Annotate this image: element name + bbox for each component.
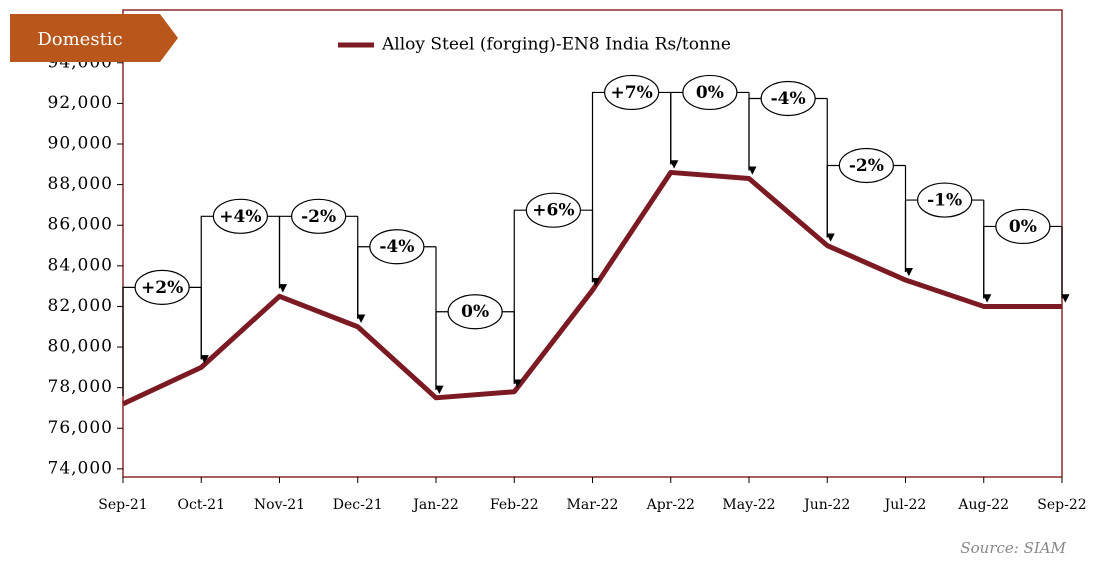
annotation-label: +4% [219,207,261,227]
source: Source: SIAM [960,539,1066,557]
annotation-label: 0% [696,83,724,103]
annotation-label: -2% [301,207,336,227]
x-tick-label: Jul-22 [883,497,927,513]
annotation-bubble [760,80,816,117]
x-tick-label: Mar-22 [567,497,619,513]
annotation-bubble [838,147,894,184]
y-tick-label: 88,000 [48,174,113,194]
x-tick-label: May-22 [722,497,775,513]
x-tick-label: Dec-21 [333,497,383,513]
annotation-bubble [604,74,660,111]
annotation-bubble [369,229,425,265]
annotation-label: -4% [379,237,414,257]
y-tick-label: 74,000 [48,458,113,478]
y-tick-label: 78,000 [48,377,113,397]
annotation-label: 0% [461,302,489,322]
y-tick-label: 90,000 [48,134,113,154]
annotation-bracket [200,215,280,360]
annotation-label: 0% [1009,217,1037,237]
x-tick-label: Sep-21 [98,497,147,513]
annotation-label: +6% [532,201,574,221]
annotation-label: +7% [611,83,653,103]
legend-label: Alloy Steel (forging)-EN8 India Rs/tonne [381,35,731,55]
y-tick-label: 82,000 [48,296,113,316]
annotation-bubble [212,198,268,234]
annotation-label: -2% [849,156,884,176]
y-tick-label: 92,000 [48,93,113,113]
annotation-bracket [513,209,593,384]
x-tick-label: Oct-21 [178,497,226,513]
x-tick-label: Aug-22 [957,497,1009,513]
annotation-bubble [291,198,347,234]
tag-label: Domestic [37,29,122,50]
annotation-bubble [995,208,1051,245]
annotation-bubble [917,182,973,218]
x-tick-label: Jun-22 [802,497,850,513]
y-tick-label: 76,000 [48,418,113,438]
series-line [121,169,1062,407]
x-tick-label: Sep-22 [1037,497,1086,513]
annotation-label: -4% [771,89,806,109]
annotation-label: +2% [141,278,183,298]
y-tick-label: 84,000 [48,255,113,275]
annotation-bubble [525,192,581,228]
y-tick-label: 80,000 [48,337,113,357]
x-tick-label: Nov-21 [254,497,305,513]
y-tick-label: 86,000 [48,215,113,235]
annotation-bubble [134,269,190,305]
annotation-label: -1% [927,191,962,211]
tag-shape [10,14,178,62]
x-tick-label: Jan-22 [411,497,459,513]
annotation-bubble [682,74,738,111]
annotation-bubble [447,294,503,330]
x-tick-label: Apr-22 [646,497,695,513]
x-tick-label: Feb-22 [490,497,539,513]
